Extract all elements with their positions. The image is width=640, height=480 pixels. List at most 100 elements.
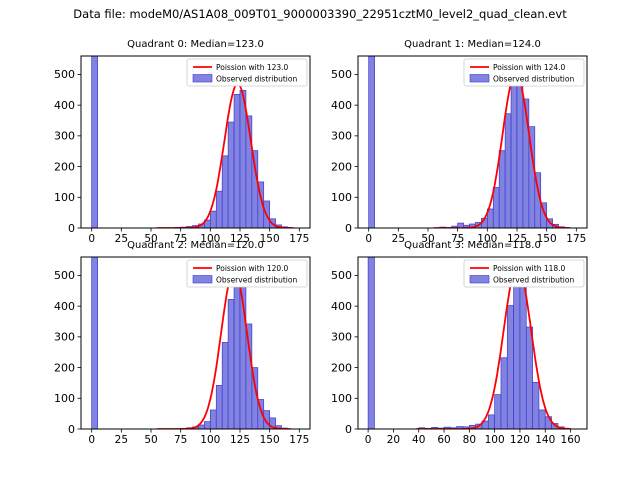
x-tick-label: 80 bbox=[463, 434, 476, 446]
y-tick-label: 0 bbox=[68, 222, 75, 235]
histogram-bar bbox=[500, 357, 508, 429]
y-tick-label: 100 bbox=[54, 191, 75, 204]
x-tick-label: 25 bbox=[115, 233, 128, 245]
legend-box bbox=[186, 259, 308, 288]
x-tick-label: 100 bbox=[200, 434, 220, 446]
histogram-bar bbox=[367, 257, 375, 429]
histogram-bar bbox=[233, 94, 241, 228]
legend-label-fit: Poission with 118.0 bbox=[493, 264, 566, 273]
axes-border bbox=[80, 256, 311, 430]
x-tick-label: 175 bbox=[566, 233, 586, 245]
legend-box bbox=[186, 58, 308, 87]
y-tick-label: 0 bbox=[68, 423, 75, 436]
x-tick-label: 0 bbox=[88, 233, 95, 245]
legend-box bbox=[463, 58, 585, 87]
x-tick-label: 100 bbox=[200, 233, 220, 245]
histogram-bar bbox=[510, 83, 518, 228]
x-tick-label: 25 bbox=[115, 434, 128, 446]
x-tick-label: 75 bbox=[451, 233, 464, 245]
histogram-bar bbox=[494, 394, 502, 429]
legend-label-fit: Poission with 123.0 bbox=[216, 63, 289, 72]
y-tick-label: 100 bbox=[331, 191, 352, 204]
histogram-bar bbox=[221, 155, 229, 228]
y-tick-label: 500 bbox=[331, 269, 352, 282]
y-tick-label: 300 bbox=[331, 130, 352, 143]
histogram-bar bbox=[525, 326, 533, 429]
axes-border bbox=[357, 55, 588, 229]
legend-label-fit: Poission with 120.0 bbox=[216, 264, 289, 273]
subplot-quadrant-2: 0 25 50 75 100 125 150 175 0 100 200 300 400 500 Poiss… bbox=[54, 256, 311, 446]
subplot-title-quadrant-0: Quadrant 0: Median=123.0 bbox=[127, 39, 264, 50]
poisson-fit-curve bbox=[156, 82, 294, 228]
x-tick-label: 125 bbox=[507, 233, 527, 245]
histogram-bar bbox=[522, 98, 530, 228]
x-tick-label: 25 bbox=[392, 233, 405, 245]
y-tick-label: 0 bbox=[345, 423, 352, 436]
legend-label-observed: Observed distribution bbox=[216, 74, 297, 83]
histogram-bar bbox=[204, 421, 211, 429]
x-tick-label: 60 bbox=[437, 434, 450, 446]
histogram-bar bbox=[504, 113, 512, 228]
x-tick-label: 120 bbox=[510, 434, 530, 446]
histogram-bar bbox=[227, 121, 235, 228]
poisson-fit-curve bbox=[156, 269, 291, 429]
histogram-bar bbox=[538, 409, 546, 429]
histogram-bar bbox=[215, 190, 223, 228]
y-tick-label: 400 bbox=[331, 300, 352, 313]
histogram-bar bbox=[487, 414, 495, 429]
x-tick-label: 140 bbox=[535, 434, 555, 446]
subplot-quadrant-3: 0 20 40 60 80 100 120 140 160 0 100 200 300 400 500 Poi… bbox=[331, 256, 588, 446]
y-tick-label: 100 bbox=[331, 392, 352, 405]
histogram-bar bbox=[532, 381, 540, 429]
histogram-bar bbox=[215, 385, 223, 429]
x-tick-label: 150 bbox=[260, 434, 280, 446]
y-tick-label: 500 bbox=[54, 68, 75, 81]
subplot-title-quadrant-1: Quadrant 1: Median=124.0 bbox=[404, 39, 541, 50]
x-tick-label: 0 bbox=[365, 233, 372, 245]
x-tick-label: 50 bbox=[144, 434, 157, 446]
x-tick-label: 175 bbox=[289, 434, 309, 446]
y-tick-label: 200 bbox=[54, 361, 75, 374]
figure-title: Data file: modeM0/AS1A08_009T01_90000033… bbox=[73, 7, 567, 21]
histogram-bar bbox=[245, 323, 253, 429]
histogram-bar bbox=[209, 210, 217, 228]
legend-patch-sample bbox=[469, 275, 490, 284]
y-tick-label: 0 bbox=[345, 222, 352, 235]
legend-label-observed: Observed distribution bbox=[493, 74, 574, 83]
subplot-title-quadrant-2: Quadrant 2: Median=120.0 bbox=[127, 240, 264, 251]
subplot-quadrant-1: 0 25 50 75 100 125 150 175 0 100 200 300 400 500 Poiss… bbox=[331, 55, 588, 245]
histogram-bar bbox=[516, 73, 524, 228]
axes-border bbox=[357, 256, 588, 430]
legend-patch-sample bbox=[192, 275, 213, 284]
y-tick-label: 200 bbox=[331, 361, 352, 374]
y-tick-label: 300 bbox=[54, 130, 75, 143]
x-tick-label: 40 bbox=[412, 434, 425, 446]
legend-label-fit: Poission with 124.0 bbox=[493, 63, 566, 72]
histogram-bar bbox=[227, 299, 235, 429]
y-tick-label: 500 bbox=[54, 269, 75, 282]
y-tick-label: 200 bbox=[54, 160, 75, 173]
histogram-bar bbox=[269, 417, 276, 429]
x-tick-label: 50 bbox=[144, 233, 157, 245]
legend-patch-sample bbox=[469, 74, 490, 83]
x-tick-label: 20 bbox=[387, 434, 400, 446]
x-tick-label: 175 bbox=[289, 233, 309, 245]
subplot-quadrant-0: 0 25 50 75 100 125 150 175 0 100 200 300 400 500 Poiss… bbox=[54, 55, 311, 245]
x-tick-label: 100 bbox=[477, 233, 497, 245]
histogram-bar bbox=[498, 150, 506, 228]
x-tick-label: 0 bbox=[365, 434, 372, 446]
x-tick-label: 50 bbox=[421, 233, 434, 245]
axes-border bbox=[80, 55, 311, 229]
subplot-title-quadrant-3: Quadrant 3: Median=118.0 bbox=[404, 240, 541, 251]
histogram-bar bbox=[91, 56, 98, 228]
histogram-bar bbox=[221, 342, 229, 429]
y-tick-label: 400 bbox=[331, 99, 352, 112]
histogram-bar bbox=[91, 257, 98, 429]
x-tick-label: 75 bbox=[174, 434, 187, 446]
x-tick-label: 125 bbox=[230, 233, 250, 245]
y-tick-label: 300 bbox=[54, 331, 75, 344]
legend-patch-sample bbox=[192, 74, 213, 83]
histogram-bar bbox=[506, 305, 514, 429]
y-tick-label: 400 bbox=[54, 300, 75, 313]
